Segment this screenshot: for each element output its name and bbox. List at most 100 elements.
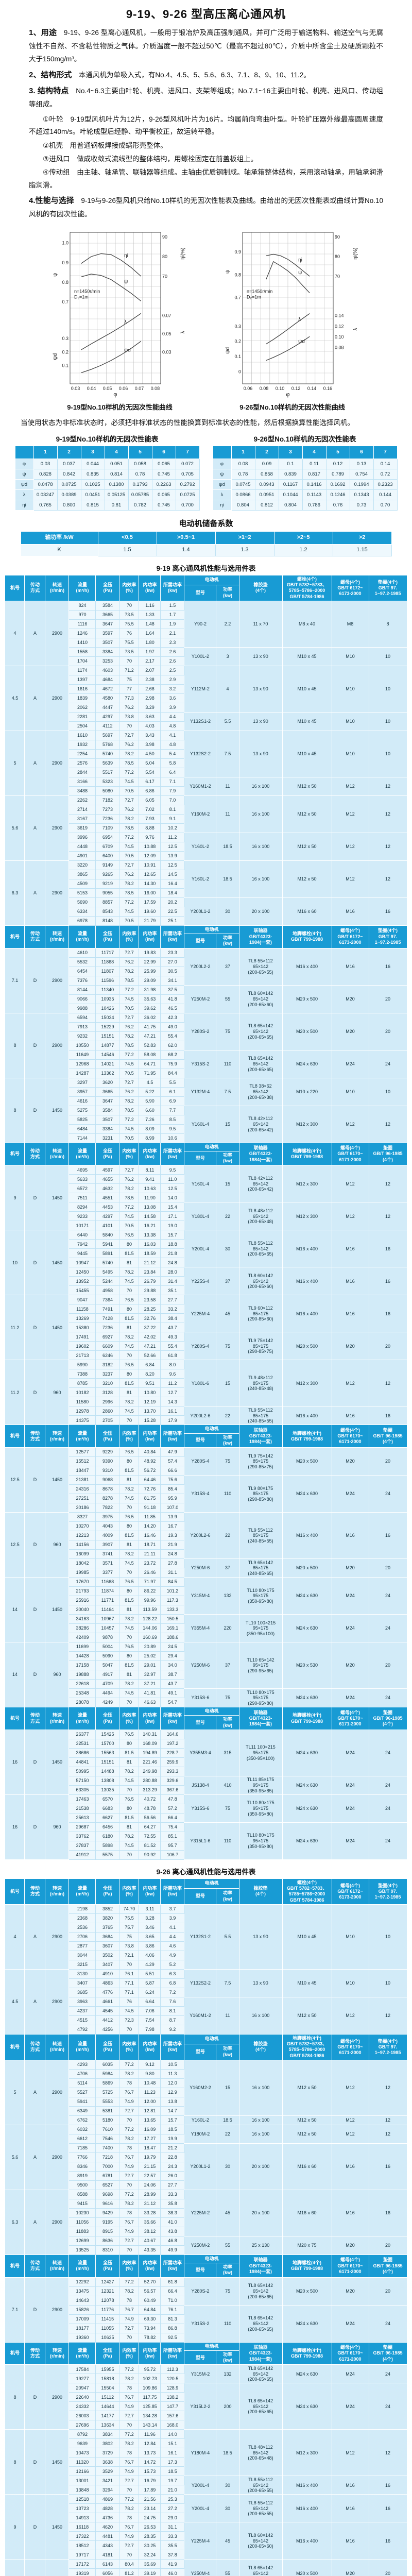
cell: 74.5	[119, 1558, 140, 1569]
header-cell: 全压 (Pa)	[95, 2342, 120, 2365]
cell: 3167	[68, 814, 96, 824]
cell: 128.9	[160, 2383, 185, 2393]
cell: M12	[331, 1105, 369, 1143]
motor-model-cell: Y200L1-2	[184, 2143, 217, 2190]
cell: M20 x 500	[282, 1012, 332, 1050]
cell: 9415	[68, 2198, 96, 2209]
cell: 18.4	[160, 888, 185, 898]
header-cell: 内效率 (%)	[119, 2254, 140, 2278]
cell: 24	[368, 2304, 407, 2343]
cell: TL10 80×175 95×175 (350-95×80)	[238, 1794, 283, 1823]
cell: 18447	[68, 1466, 96, 1476]
cell: 21.0	[160, 2485, 185, 2495]
cell: 2.38	[139, 674, 161, 685]
header-cell: 垫圈(4个) GB/T 97. 1~97.2-1985	[368, 1878, 407, 1905]
cell: 66.4	[160, 1812, 185, 1823]
cell: 7000	[95, 2161, 120, 2172]
cell: 16 x 100	[238, 1996, 283, 2035]
y2-tick: 0.10	[335, 334, 344, 340]
cell: 11883	[68, 2226, 96, 2236]
header-cell: 全压 (Pa)	[95, 2254, 120, 2278]
cell: 78	[119, 2513, 140, 2523]
cell: 0.13	[349, 458, 374, 469]
cell: 4580	[95, 693, 120, 703]
cell: 3.43	[139, 730, 161, 740]
table-row: 15826 11776 76.7 64.84 76.1 Y315S-2 110 TL8 65×…	[5, 2304, 407, 2343]
cell: ψ	[212, 468, 232, 480]
x-tick: 0.08	[151, 386, 160, 391]
header-cell: 型号	[184, 584, 217, 601]
y2-tick: 0.05	[162, 331, 171, 336]
cell: 78.2	[119, 2133, 140, 2144]
cell: 0.0943	[254, 479, 279, 490]
cell: 9445	[68, 1248, 96, 1259]
header-cell: 流量 (m³/h)	[68, 1142, 96, 1166]
motor-power-cell: 110	[216, 1475, 239, 1513]
cell: 22.99	[139, 957, 161, 967]
header-cell: 流量 (m³/h)	[68, 1425, 96, 1448]
cell: 25916	[68, 1596, 96, 1606]
cell: 81.5	[119, 1248, 140, 1259]
cell: 21793	[68, 1586, 96, 1597]
cell: 81.52	[139, 1840, 161, 1851]
motor-power-cell: 315	[216, 1729, 239, 1776]
cell: 8144	[68, 985, 96, 995]
header-cell: 流量 (m³/h)	[68, 2254, 96, 2278]
cell: 78.2	[119, 2069, 140, 2079]
cell: 7491	[95, 1304, 120, 1314]
cell: 78.2	[119, 1484, 140, 1495]
cell: 74.5	[119, 1840, 140, 1851]
cell: 3407	[95, 1959, 120, 1970]
cell: 12.5	[160, 841, 185, 852]
header-cell: 5	[128, 445, 152, 459]
cell: TL9 48×112 85×175 (240-85×48)	[238, 1360, 283, 1407]
cell: 19277	[68, 2374, 96, 2384]
cell: 12.81	[139, 2106, 161, 2116]
table-row: 14156 3907 81 18.71 21.9	[5, 1540, 407, 1550]
cell: 2.9	[160, 674, 185, 685]
cell: 3619	[68, 823, 96, 833]
cell: 7428	[95, 1313, 120, 1324]
cell: 72.7	[119, 947, 140, 958]
cell: 24	[368, 1475, 407, 1513]
cell: 28.35	[139, 2531, 161, 2541]
speed-cell: 1450	[45, 2429, 70, 2495]
table-row: 19319 6056 81.2 39.19 46.0	[5, 2568, 407, 2576]
cell: 76.1	[160, 2304, 185, 2315]
cell: 77.2	[119, 1114, 140, 1125]
cell: 5381	[95, 2106, 120, 2116]
cell: 2254	[68, 749, 96, 759]
cell: 0.11	[302, 458, 327, 469]
table-row: 2844 5517 77.2 5.54 6.4	[5, 767, 407, 777]
cell: 70	[119, 1698, 140, 1708]
cell: 8.7	[160, 2015, 185, 2025]
cell: 4632	[95, 1183, 120, 1194]
drive-type-cell: D	[24, 1512, 46, 1578]
cell: 61.8	[160, 2277, 185, 2287]
cell: 3.6	[160, 693, 185, 703]
cell: 24	[368, 1049, 407, 1078]
cell: 11649	[68, 1049, 96, 1060]
fan-size-cell: 10	[5, 2559, 25, 2576]
cell: 2996	[95, 1397, 120, 1407]
cell: 10.5	[160, 2059, 185, 2070]
header-cell: 内功率 (kw)	[139, 2033, 161, 2060]
cell: 4695	[68, 1165, 96, 1175]
cell: 13 x 90	[238, 711, 283, 731]
cell: 0.1994	[349, 479, 374, 490]
header-cell: 橡胶垫 (4个)	[238, 574, 283, 601]
cell: 6.84	[139, 1360, 161, 1370]
cell: 4112	[95, 721, 120, 731]
cell: 13.73	[139, 2448, 161, 2458]
curve-ηi	[266, 253, 310, 277]
header-cell: 垫圈(4个) GB/T 97. 1~97.2-1985	[368, 574, 407, 601]
cell: 4343	[95, 2540, 120, 2551]
cell: 0.745	[151, 468, 176, 480]
cell: 10	[368, 1077, 407, 1106]
header-cell: 功率 (kw)	[216, 2350, 239, 2365]
cell: TL11 100×215 95×175 (350-95×100)	[238, 1729, 283, 1776]
cell: 40.67	[139, 2235, 161, 2246]
cell: TL9 75×142 85×175 (290-85×75)	[238, 1332, 283, 1361]
table-row: 3167 7236 78.2 7.93 9.1	[5, 814, 407, 824]
cell: 72.55	[139, 1831, 161, 1841]
